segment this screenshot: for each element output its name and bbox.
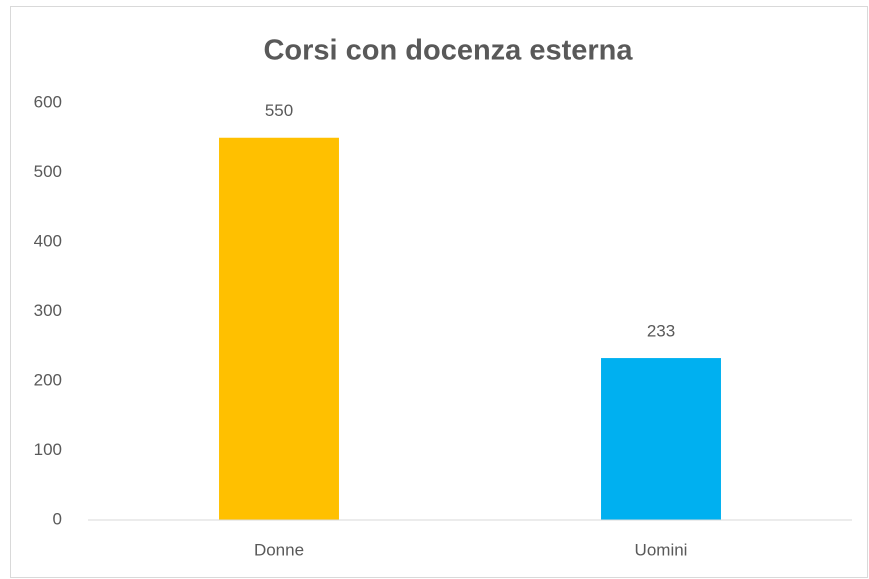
- bar: [219, 137, 339, 520]
- x-tick-label: Uomini: [635, 540, 688, 559]
- y-tick-label: 0: [53, 509, 62, 528]
- y-tick-label: 300: [34, 301, 62, 320]
- data-label: 550: [265, 101, 293, 120]
- y-tick-label: 100: [34, 440, 62, 459]
- data-label: 233: [647, 322, 675, 341]
- y-tick-label: 600: [34, 92, 62, 111]
- y-tick-label: 500: [34, 162, 62, 181]
- chart-border: [10, 6, 868, 578]
- y-tick-label: 200: [34, 370, 62, 389]
- chart-title: Corsi con docenza esterna: [263, 35, 633, 67]
- y-tick-label: 400: [34, 231, 62, 250]
- x-tick-label: Donne: [254, 540, 304, 559]
- bar: [601, 358, 721, 520]
